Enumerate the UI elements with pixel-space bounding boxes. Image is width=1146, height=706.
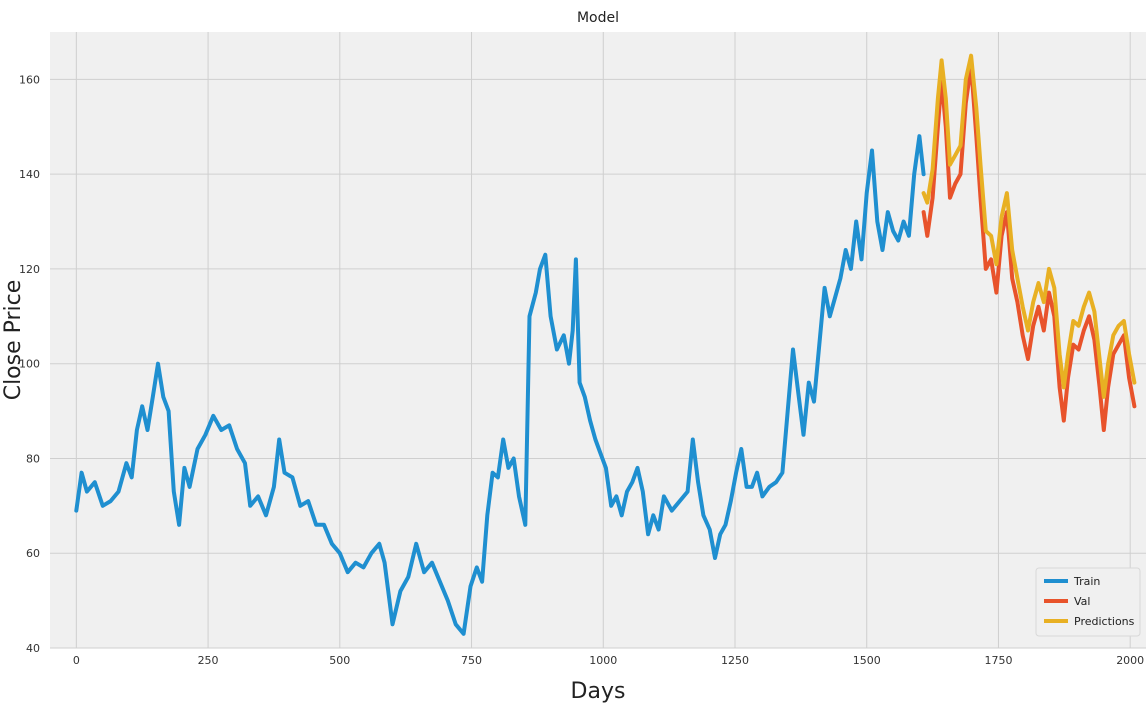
x-tick-label: 1000 <box>589 654 617 667</box>
y-tick-label: 60 <box>26 547 40 560</box>
x-tick-label: 500 <box>329 654 350 667</box>
x-tick-label: 1250 <box>721 654 749 667</box>
x-tick-label: 250 <box>198 654 219 667</box>
x-tick-label: 0 <box>73 654 80 667</box>
x-tick-label: 1750 <box>984 654 1012 667</box>
legend: Train Val Predictions <box>1035 567 1141 637</box>
series-line-train <box>74 134 926 636</box>
x-tick-label: 2000 <box>1116 654 1144 667</box>
y-axis-label: Close Price <box>1 280 26 401</box>
legend-label-val: Val <box>1074 595 1090 608</box>
chart-title: Model <box>577 10 619 26</box>
series-line-val <box>921 63 1137 432</box>
grid-lines <box>50 32 1146 649</box>
x-tick-label: 1500 <box>853 654 881 667</box>
legend-label-predictions: Predictions <box>1074 615 1135 628</box>
y-tick-label: 140 <box>19 168 40 181</box>
series-line-predictions <box>921 53 1137 399</box>
plot-background <box>50 32 1146 648</box>
y-tick-label: 120 <box>19 263 40 276</box>
y-tick-label: 100 <box>19 358 40 371</box>
y-tick-labels: 40 60 80 100 120 140 160 <box>19 73 40 655</box>
y-tick-label: 160 <box>19 73 40 86</box>
x-tick-labels: 0 250 500 750 1000 1250 1500 1750 2000 <box>73 654 1144 667</box>
y-tick-label: 80 <box>26 452 40 465</box>
legend-label-train: Train <box>1073 575 1100 588</box>
x-axis-label: Days <box>571 679 626 704</box>
y-tick-label: 40 <box>26 642 40 655</box>
series-layer <box>74 53 1137 636</box>
x-tick-label: 750 <box>461 654 482 667</box>
